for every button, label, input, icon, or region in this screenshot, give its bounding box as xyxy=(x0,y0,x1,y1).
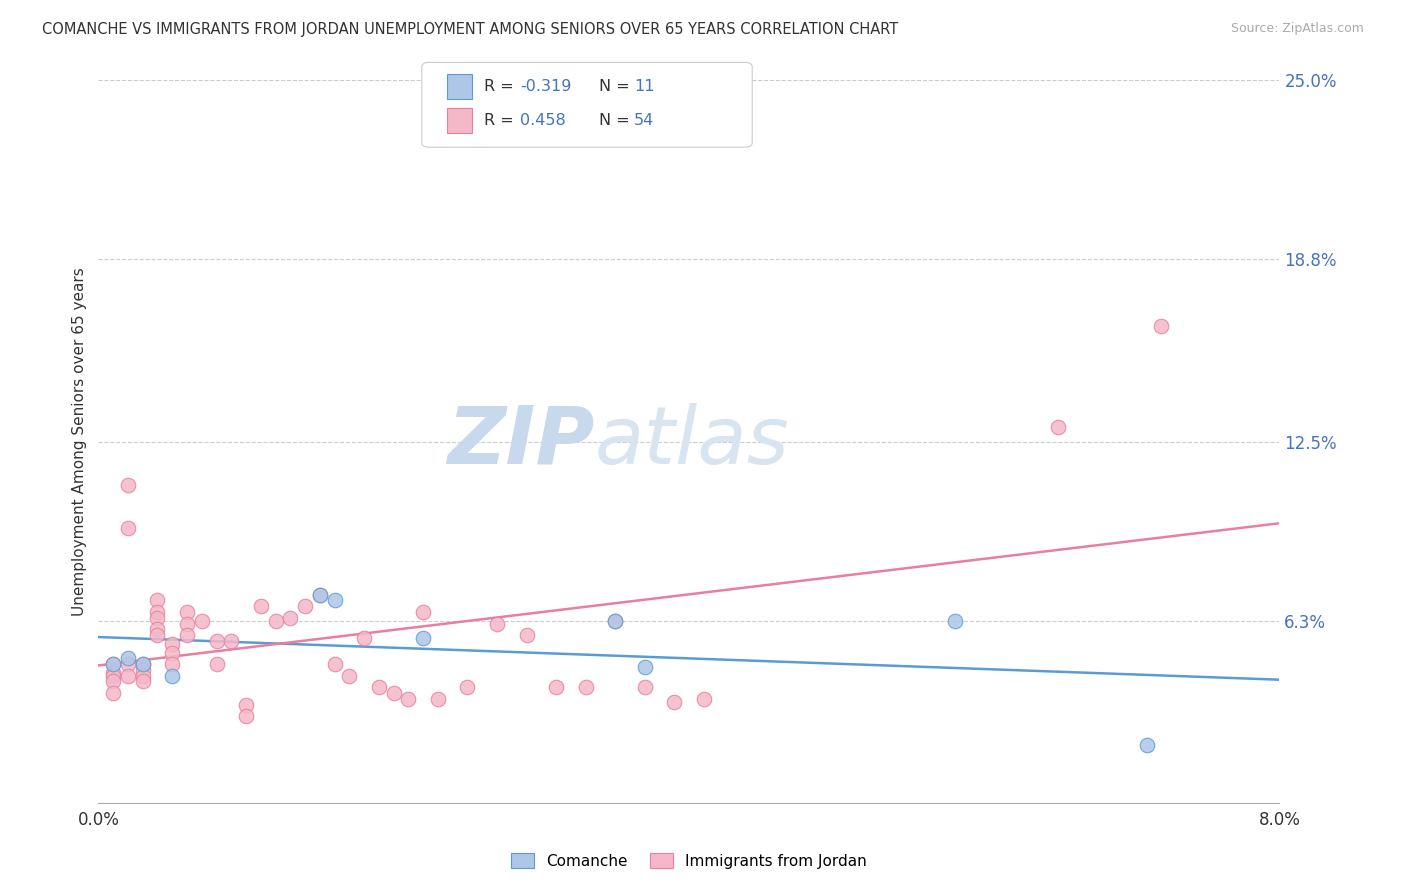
Text: 11: 11 xyxy=(634,79,655,94)
Point xyxy=(605,614,627,628)
Point xyxy=(221,634,243,648)
Point xyxy=(486,616,509,631)
Point xyxy=(176,616,198,631)
Point xyxy=(146,593,169,607)
Point xyxy=(1150,318,1173,333)
Point xyxy=(323,593,346,607)
Point xyxy=(664,695,686,709)
Point xyxy=(103,674,125,689)
Text: -0.319: -0.319 xyxy=(520,79,572,94)
Point xyxy=(516,628,538,642)
Text: R =: R = xyxy=(484,79,519,94)
Legend: Comanche, Immigrants from Jordan: Comanche, Immigrants from Jordan xyxy=(505,847,873,875)
Text: N =: N = xyxy=(599,79,636,94)
Point xyxy=(176,605,198,619)
Point xyxy=(368,680,391,694)
Point xyxy=(132,674,155,689)
Point xyxy=(264,614,287,628)
Point xyxy=(132,668,155,682)
Point xyxy=(117,478,139,492)
Point xyxy=(103,686,125,700)
Point xyxy=(634,660,657,674)
Point xyxy=(162,657,183,671)
Point xyxy=(294,599,316,614)
Point xyxy=(191,614,214,628)
Point xyxy=(339,668,361,682)
Point xyxy=(146,605,169,619)
Point xyxy=(103,668,125,682)
Point xyxy=(575,680,598,694)
Point xyxy=(162,668,183,682)
Point xyxy=(146,611,169,625)
Point xyxy=(398,691,420,706)
Point xyxy=(117,651,139,665)
Point xyxy=(412,631,434,645)
Point xyxy=(162,646,183,660)
Point xyxy=(634,680,657,694)
Text: 54: 54 xyxy=(634,113,654,128)
Point xyxy=(117,521,139,535)
Point xyxy=(103,657,125,671)
Point xyxy=(323,657,346,671)
Point xyxy=(103,665,125,680)
Point xyxy=(132,657,155,671)
Point xyxy=(235,698,257,712)
Point xyxy=(382,686,405,700)
Point xyxy=(1136,738,1159,752)
Point xyxy=(457,680,479,694)
Point xyxy=(353,631,375,645)
Point xyxy=(103,657,125,671)
Point xyxy=(427,691,450,706)
Text: atlas: atlas xyxy=(595,402,789,481)
Point xyxy=(205,657,228,671)
Text: Source: ZipAtlas.com: Source: ZipAtlas.com xyxy=(1230,22,1364,36)
Point xyxy=(176,628,198,642)
Point xyxy=(309,588,332,602)
Text: N =: N = xyxy=(599,113,636,128)
Point xyxy=(205,634,228,648)
Point xyxy=(605,614,627,628)
Point xyxy=(146,628,169,642)
Text: ZIP: ZIP xyxy=(447,402,595,481)
Point xyxy=(132,657,155,671)
Point xyxy=(309,588,332,602)
Text: COMANCHE VS IMMIGRANTS FROM JORDAN UNEMPLOYMENT AMONG SENIORS OVER 65 YEARS CORR: COMANCHE VS IMMIGRANTS FROM JORDAN UNEMP… xyxy=(42,22,898,37)
Point xyxy=(693,691,716,706)
Point xyxy=(546,680,568,694)
Point xyxy=(250,599,273,614)
Point xyxy=(162,637,183,651)
Text: 0.458: 0.458 xyxy=(520,113,567,128)
Point xyxy=(117,657,139,671)
Point xyxy=(412,605,434,619)
Point xyxy=(943,614,966,628)
Point xyxy=(117,668,139,682)
Y-axis label: Unemployment Among Seniors over 65 years: Unemployment Among Seniors over 65 years xyxy=(72,268,87,615)
Point xyxy=(132,663,155,677)
Point xyxy=(235,709,257,723)
Point xyxy=(280,611,302,625)
Text: R =: R = xyxy=(484,113,519,128)
Point xyxy=(1046,420,1070,434)
Point xyxy=(146,623,169,637)
